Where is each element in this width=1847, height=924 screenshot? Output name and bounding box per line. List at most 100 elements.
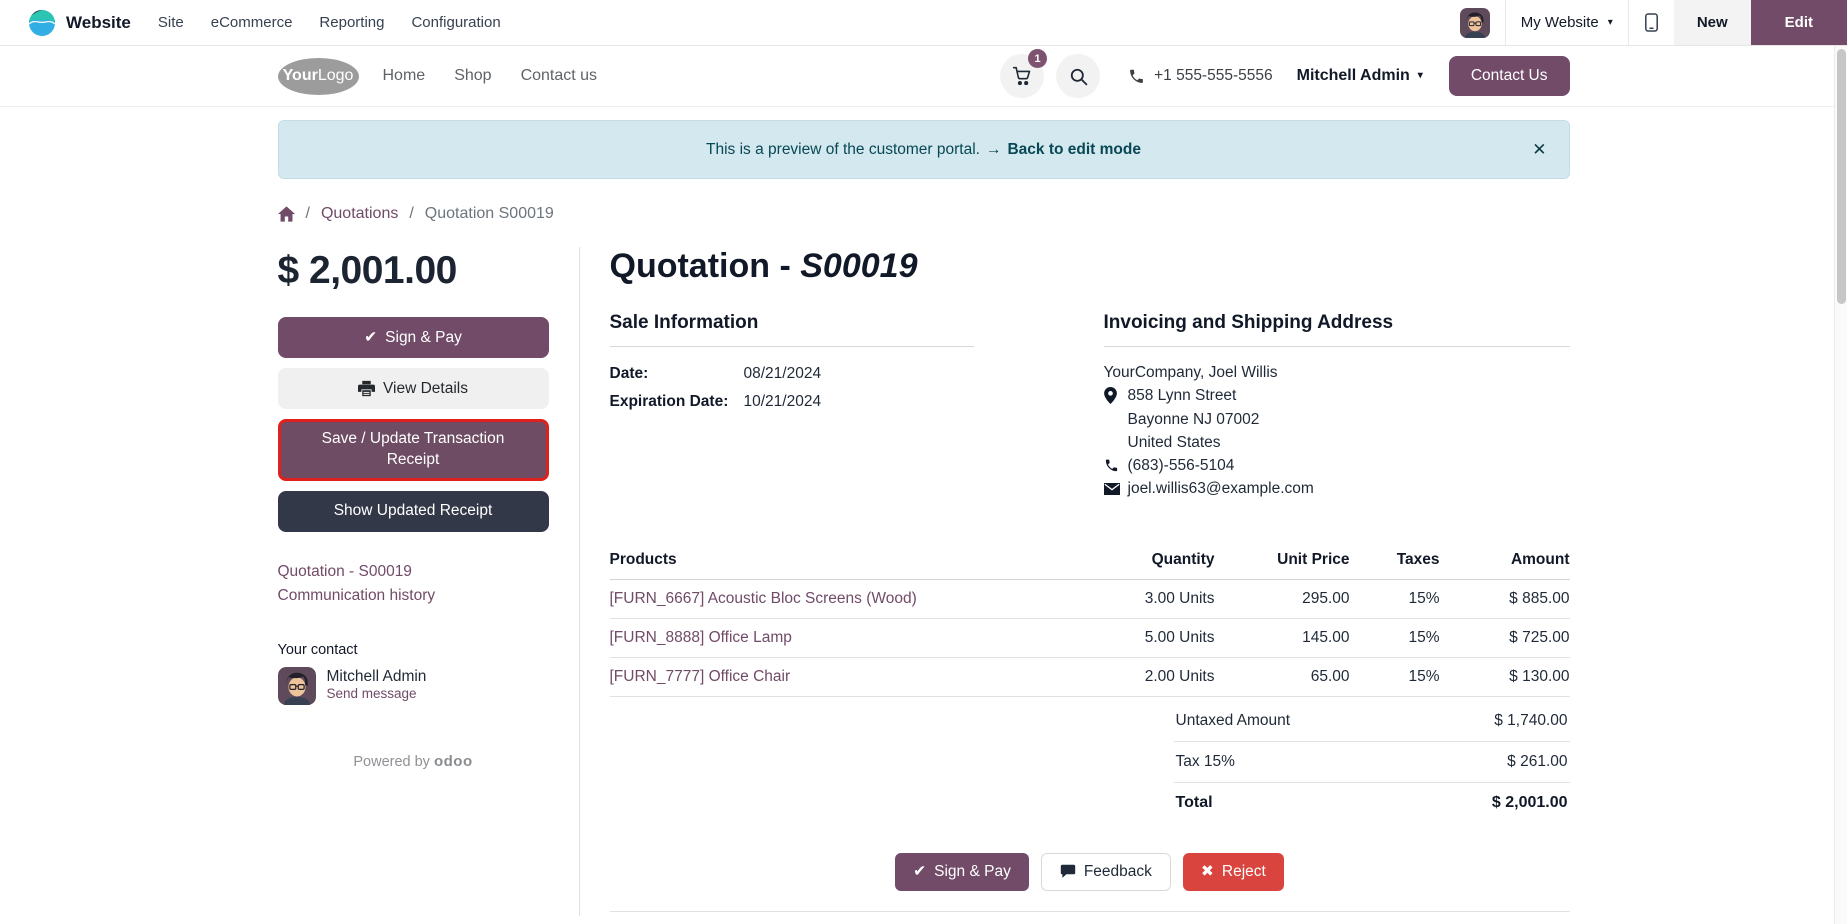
col-amount: Amount <box>1439 542 1570 580</box>
col-unit-price: Unit Price <box>1214 542 1350 580</box>
nav-link-contact-us[interactable]: Contact us <box>520 67 598 84</box>
breadcrumb-current: Quotation S00019 <box>424 205 554 222</box>
powered-by: Powered by odoo <box>353 752 473 770</box>
quantity-cell: 3.00 Units <box>1064 579 1215 619</box>
menu-configuration[interactable]: Configuration <box>411 14 501 31</box>
cart-count-badge: 1 <box>1028 49 1048 68</box>
products-table: Products Quantity Unit Price Taxes Amoun… <box>609 542 1570 697</box>
portal-preview-banner: This is a preview of the customer portal… <box>277 120 1570 179</box>
speech-bubble-icon <box>1060 864 1076 879</box>
product-link[interactable]: [FURN_7777] Office Chair <box>609 667 791 685</box>
user-avatar <box>1459 7 1490 38</box>
home-icon[interactable] <box>277 206 295 222</box>
banner-close-icon[interactable]: ✕ <box>1532 139 1547 159</box>
breadcrumb-separator: / <box>409 205 414 222</box>
show-updated-receipt-button[interactable]: Show Updated Receipt <box>277 490 549 532</box>
taxes-cell: 15% <box>1349 657 1440 697</box>
total-row: Total $ 2,001.00 <box>1175 793 1568 811</box>
check-icon: ✔ <box>364 329 378 346</box>
sale-information-heading: Sale Information <box>609 312 974 347</box>
nav-link-shop[interactable]: Shop <box>454 67 492 84</box>
contact-avatar <box>277 666 316 705</box>
reject-button[interactable]: ✖ Reject <box>1182 852 1284 891</box>
quotation-reference: S00019 <box>800 247 918 285</box>
untaxed-amount-row: Untaxed Amount $ 1,740.00 <box>1173 701 1570 742</box>
phone-icon <box>1128 68 1145 85</box>
taxes-cell: 15% <box>1349 618 1440 658</box>
total-amount: $ 2,001.00 <box>277 249 458 292</box>
search-icon <box>1069 67 1088 86</box>
menu-reporting[interactable]: Reporting <box>319 14 385 31</box>
portal-user-menu[interactable]: Mitchell Admin ▾ <box>1296 67 1423 84</box>
breadcrumb-separator: / <box>305 205 310 222</box>
edit-button[interactable]: Edit <box>1750 0 1847 45</box>
sign-pay-button[interactable]: ✔ Sign & Pay <box>277 317 549 358</box>
app-name: Website <box>66 12 131 32</box>
feedback-button[interactable]: Feedback <box>1040 852 1171 891</box>
breadcrumb-quotations-link[interactable]: Quotations <box>320 205 399 222</box>
date-value: 08/21/2024 <box>743 365 822 382</box>
location-pin-icon <box>1103 387 1128 405</box>
chevron-down-icon: ▾ <box>1417 70 1423 81</box>
odoo-logo[interactable]: odoo <box>433 752 473 770</box>
search-button[interactable] <box>1056 54 1101 98</box>
check-icon: ✔ <box>913 863 927 880</box>
contact-us-button[interactable]: Contact Us <box>1448 56 1570 96</box>
table-row: [FURN_8888] Office Lamp 5.00 Units 145.0… <box>609 618 1570 658</box>
chevron-down-icon: ▾ <box>1607 16 1613 28</box>
expiration-date-value: 10/21/2024 <box>743 393 822 410</box>
table-row: [FURN_7777] Office Chair 2.00 Units 65.0… <box>609 657 1570 697</box>
header-phone-link[interactable]: +1 555-555-5556 <box>1128 67 1273 85</box>
cart-button[interactable]: 1 <box>1000 49 1048 98</box>
address-block: YourCompany, Joel Willis 858 Lynn Street… <box>1103 361 1570 501</box>
website-switcher[interactable]: My Website ▾ <box>1504 0 1628 45</box>
site-logo[interactable]: Your Logo <box>277 57 359 95</box>
nav-link-home[interactable]: Home <box>382 67 426 84</box>
amount-cell: $ 130.00 <box>1439 657 1570 697</box>
view-details-button[interactable]: View Details <box>277 368 549 409</box>
taxes-cell: 15% <box>1349 579 1440 619</box>
backend-top-bar: Website Site eCommerce Reporting Configu… <box>0 0 1847 46</box>
quantity-cell: 2.00 Units <box>1064 657 1215 697</box>
site-navbar: Your Logo Home Shop Contact us 1 <box>0 46 1847 107</box>
table-row: [FURN_6667] Acoustic Bloc Screens (Wood)… <box>609 579 1570 619</box>
user-avatar-button[interactable] <box>1445 0 1505 45</box>
invoicing-shipping-heading: Invoicing and Shipping Address <box>1103 312 1570 347</box>
header-phone-number: +1 555-555-5556 <box>1154 67 1273 84</box>
save-update-transaction-button[interactable]: Save / Update Transaction Receipt <box>277 419 549 481</box>
date-row: Date: 08/21/2024 <box>610 365 974 383</box>
expiration-date-row: Expiration Date: 10/21/2024 <box>610 393 974 411</box>
expiration-date-label: Expiration Date: <box>609 393 729 410</box>
mobile-preview-button[interactable] <box>1627 0 1674 45</box>
menu-site[interactable]: Site <box>157 14 184 31</box>
scrollbar-thumb[interactable] <box>1837 49 1846 304</box>
address-company: YourCompany, Joel Willis <box>1103 364 1278 381</box>
sign-pay-action-button[interactable]: ✔ Sign & Pay <box>895 852 1029 891</box>
mobile-icon <box>1644 13 1659 32</box>
banner-message: This is a preview of the customer portal… <box>706 140 980 158</box>
new-button[interactable]: New <box>1673 0 1751 45</box>
unit-price-cell: 145.00 <box>1214 618 1350 658</box>
back-to-edit-link[interactable]: → Back to edit mode <box>985 140 1141 158</box>
arrow-right-icon: → <box>985 140 1002 158</box>
product-link[interactable]: [FURN_6667] Acoustic Bloc Screens (Wood) <box>609 589 917 607</box>
menu-ecommerce[interactable]: eCommerce <box>210 14 293 31</box>
address-country: United States <box>1127 433 1221 451</box>
totals-block: Untaxed Amount $ 1,740.00 Tax 15% $ 261.… <box>1173 701 1570 823</box>
website-app-menu[interactable]: Website <box>28 9 131 37</box>
send-message-link[interactable]: Send message <box>326 686 417 702</box>
address-email: joel.willis63@example.com <box>1127 480 1314 498</box>
address-phone: (683)-556-5104 <box>1127 457 1235 474</box>
quantity-cell: 5.00 Units <box>1064 618 1215 658</box>
quotation-link[interactable]: Quotation - S00019 <box>277 562 412 580</box>
phone-icon <box>1104 458 1128 473</box>
products-header-row: Products Quantity Unit Price Taxes Amoun… <box>609 542 1570 580</box>
envelope-icon <box>1103 482 1128 495</box>
page-title: Quotation - S00019 <box>609 247 918 285</box>
product-link[interactable]: [FURN_8888] Office Lamp <box>609 628 792 646</box>
communication-history-link[interactable]: Communication history <box>277 586 436 604</box>
cart-icon <box>1012 66 1032 86</box>
address-street: 858 Lynn Street <box>1127 387 1237 405</box>
contact-name: Mitchell Admin <box>326 667 427 685</box>
quotation-sidebar: $ 2,001.00 ✔ Sign & Pay View Details <box>277 247 579 916</box>
